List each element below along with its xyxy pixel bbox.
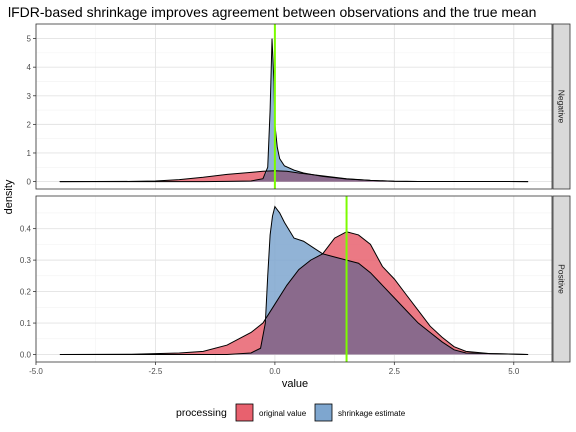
y-tick-label: 0.2 [20, 288, 32, 297]
legend: processing original value shrinkage esti… [176, 403, 406, 422]
y-tick-label: 5 [27, 35, 32, 44]
y-axis-title: density [3, 179, 15, 214]
panel-background [36, 24, 552, 189]
x-axis: -5.0 -2.5 0.0 2.5 5.0 [29, 362, 520, 376]
x-tick-label: 2.5 [389, 367, 401, 376]
y-tick-label: 4 [27, 63, 32, 72]
y-tick-label: 0.0 [20, 351, 32, 360]
density-line-shrinkage-estimate [59, 205, 529, 356]
chart-title: lFDR-based shrinkage improves agreement … [8, 4, 536, 20]
density-line-shrinkage-estimate [59, 38, 529, 183]
legend-label-shrinkage-estimate: shrinkage estimate [338, 409, 406, 418]
y-tick-label: 2 [27, 120, 32, 129]
density-overlap [59, 170, 529, 182]
legend-swatch-shrinkage-estimate [314, 403, 333, 422]
density-line-original-value [59, 231, 529, 356]
panel-border [35, 23, 553, 190]
facet-panel-negative: 0 1 2 3 4 5 Negative [27, 23, 571, 190]
facet-strip-label: Positive [557, 264, 567, 294]
density-overlap [59, 253, 529, 355]
legend-swatch-original-value [235, 403, 254, 422]
y-tick-label: 0 [27, 178, 32, 187]
x-tick-label: -2.5 [149, 367, 163, 376]
legend-label-original-value: original value [259, 409, 307, 418]
y-tick-label: 1 [27, 149, 32, 158]
y-tick-label: 0.1 [20, 319, 32, 328]
facet-strip [552, 23, 571, 190]
facet-strip-label: Negative [557, 90, 567, 124]
y-tick-label: 0.4 [20, 225, 32, 234]
x-axis-title: value [282, 378, 308, 390]
facet-strip [552, 195, 571, 363]
legend-title: processing [176, 407, 227, 419]
x-tick-label: 5.0 [508, 367, 520, 376]
y-tick-label: 0.3 [20, 256, 32, 265]
facet-panel-positive: 0.0 0.1 0.2 0.3 0.4 Positive [20, 195, 571, 363]
y-tick-label: 3 [27, 92, 32, 101]
panel-border [35, 195, 553, 363]
x-tick-label: -5.0 [29, 367, 43, 376]
x-tick-label: 0.0 [269, 367, 281, 376]
